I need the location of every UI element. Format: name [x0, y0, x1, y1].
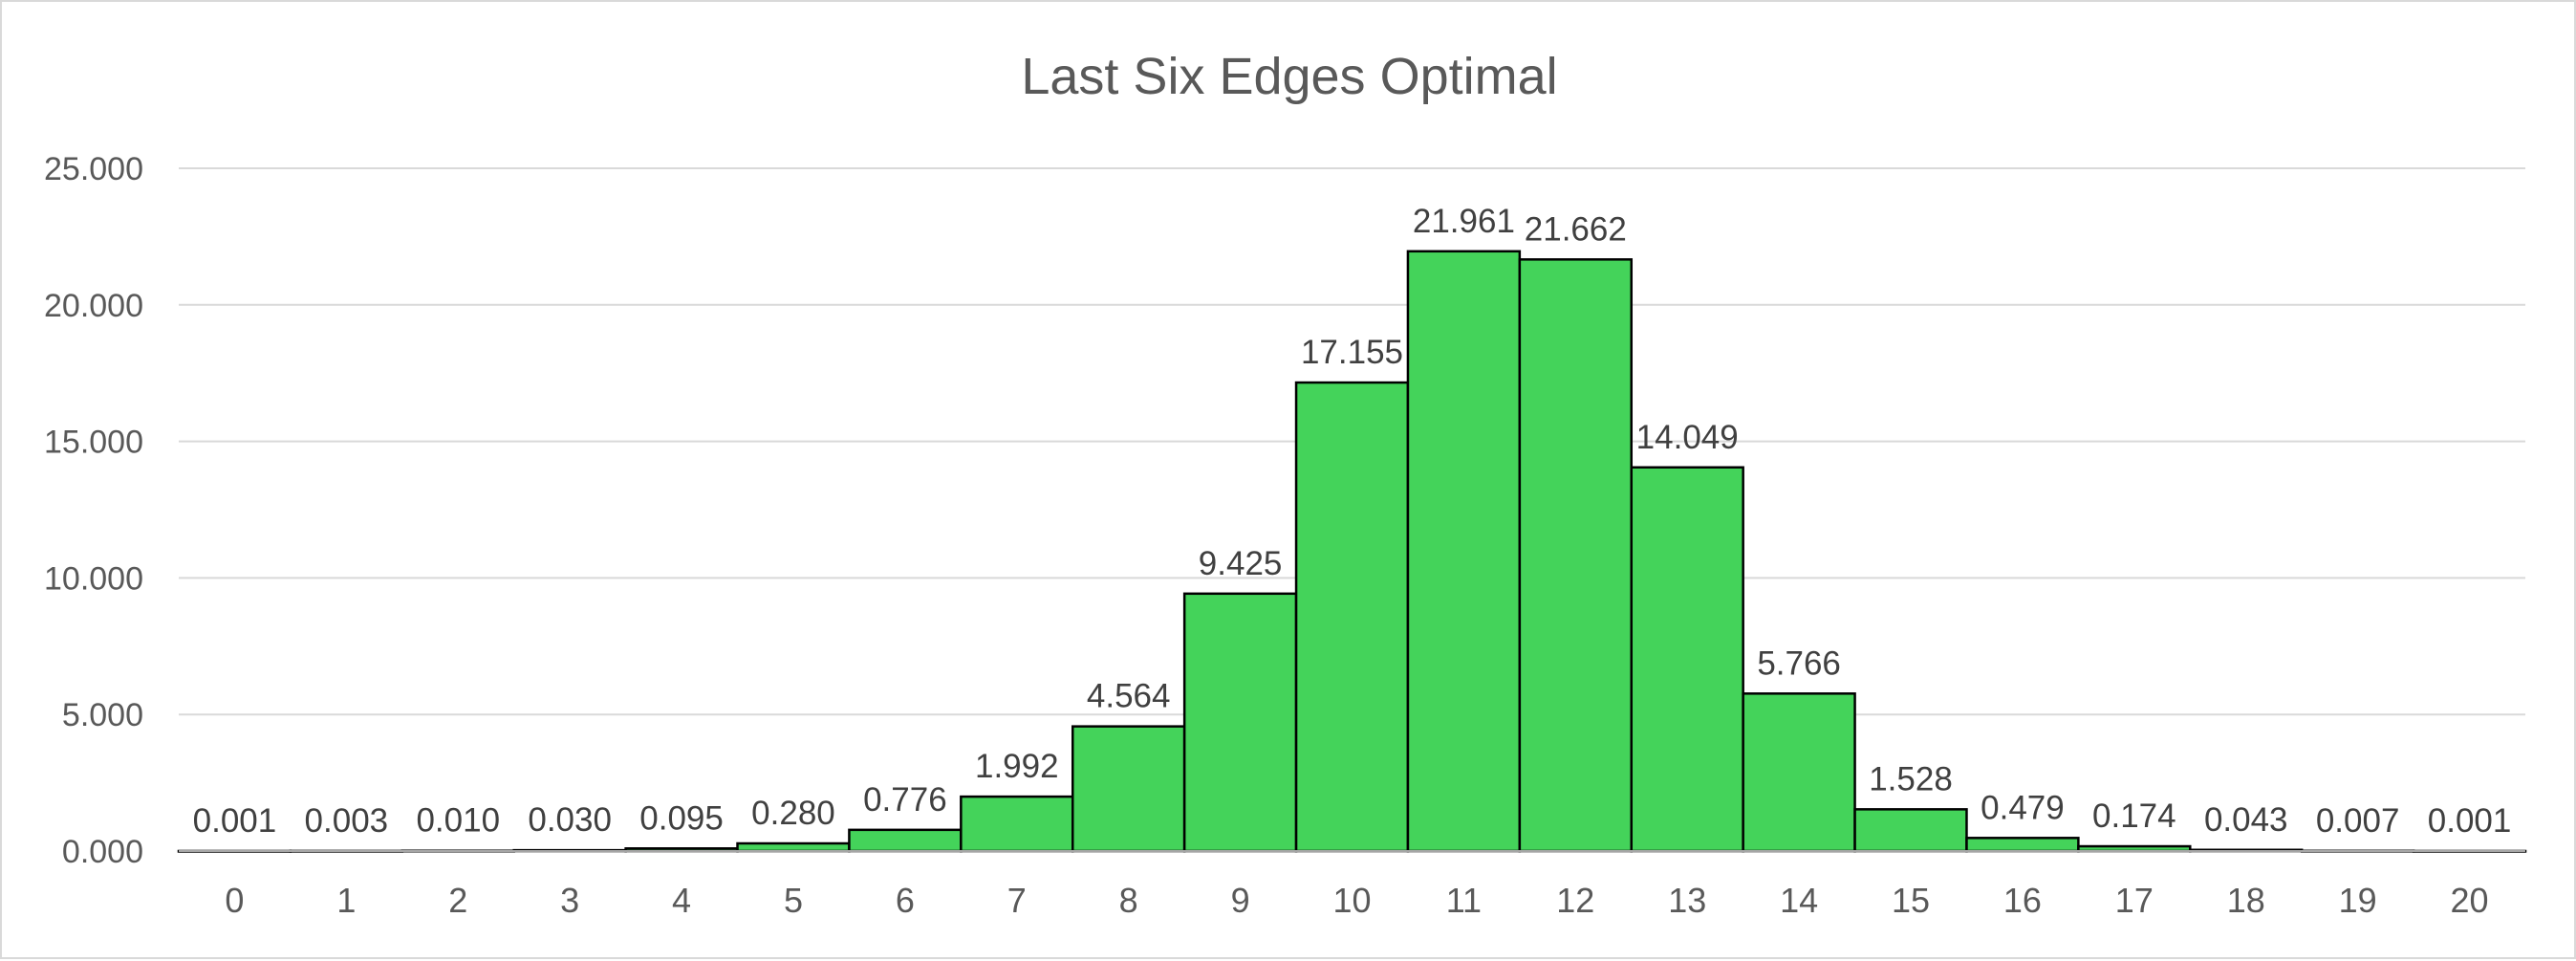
chart-title: Last Six Edges Optimal	[1021, 48, 1557, 105]
data-label: 0.043	[2204, 801, 2288, 839]
data-label: 5.766	[1757, 644, 1841, 682]
data-label: 0.003	[305, 802, 389, 840]
x-tick-label: 1	[336, 881, 356, 920]
bar	[1742, 692, 1856, 853]
bar	[1294, 381, 1410, 853]
bars	[177, 250, 2527, 853]
data-labels: 0.001 0.003 0.010 0.030 0.095 0.280 0.776 1.992…	[193, 203, 2512, 840]
data-label: 0.174	[2092, 797, 2176, 835]
x-tick-label: 16	[2003, 881, 2042, 920]
bar	[1406, 250, 1522, 853]
data-label: 21.662	[1525, 210, 1627, 248]
x-tick-label: 6	[896, 881, 915, 920]
data-label: 0.479	[1981, 789, 2065, 826]
y-tick-label: 5.000	[62, 697, 143, 733]
x-tick-label: 18	[2227, 881, 2265, 920]
data-label: 1.528	[1869, 760, 1953, 797]
x-tick-label: 10	[1332, 881, 1371, 920]
x-tick-label: 20	[2451, 881, 2489, 920]
bar	[736, 841, 851, 853]
data-label: 0.095	[639, 799, 724, 837]
x-tick-label: 3	[560, 881, 579, 920]
x-tick-label: 15	[1892, 881, 1930, 920]
y-tick-label: 15.000	[44, 425, 143, 461]
bar	[1182, 592, 1298, 853]
x-tick-label: 0	[225, 881, 244, 920]
x-tick-label: 17	[2115, 881, 2154, 920]
x-tick-label: 9	[1231, 881, 1250, 920]
data-label: 9.425	[1199, 545, 1283, 582]
bar	[1518, 258, 1634, 853]
y-tick-label: 0.000	[62, 834, 143, 870]
x-tick-label: 11	[1446, 881, 1482, 920]
data-label: 0.030	[528, 801, 612, 839]
x-axis-ticks: 0 1 2 3 4 5 6 7 8 9 10 11 12 13 14 15 16 17 18 19 20	[225, 881, 2488, 920]
bar	[1853, 808, 1968, 853]
bar	[848, 828, 963, 853]
data-label: 0.776	[863, 781, 947, 819]
x-tick-label: 12	[1556, 881, 1594, 920]
data-label: 4.564	[1087, 678, 1171, 715]
y-tick-label: 10.000	[44, 560, 143, 597]
data-label: 0.007	[2316, 802, 2400, 840]
data-label: 14.049	[1636, 419, 1739, 456]
x-tick-label: 7	[1007, 881, 1027, 920]
x-tick-label: 8	[1119, 881, 1138, 920]
bar	[1965, 837, 2080, 853]
data-label: 0.280	[751, 795, 835, 832]
x-tick-label: 19	[2339, 881, 2377, 920]
data-label: 0.001	[2428, 802, 2512, 840]
x-tick-label: 4	[672, 881, 691, 920]
bar	[960, 795, 1074, 853]
y-axis-ticks: 0.000 5.000 10.000 15.000 20.000 25.000	[44, 151, 143, 870]
x-tick-label: 5	[784, 881, 803, 920]
bar	[1071, 725, 1186, 853]
data-label: 0.001	[193, 802, 277, 840]
data-label: 17.155	[1301, 334, 1403, 371]
data-label: 1.992	[975, 748, 1059, 785]
x-tick-label: 2	[448, 881, 467, 920]
data-label: 21.961	[1413, 203, 1515, 240]
bar	[1630, 466, 1744, 853]
x-tick-label: 13	[1668, 881, 1706, 920]
y-tick-label: 25.000	[44, 151, 143, 187]
data-label: 0.010	[416, 802, 500, 840]
x-tick-label: 14	[1780, 881, 1818, 920]
y-tick-label: 20.000	[44, 288, 143, 324]
